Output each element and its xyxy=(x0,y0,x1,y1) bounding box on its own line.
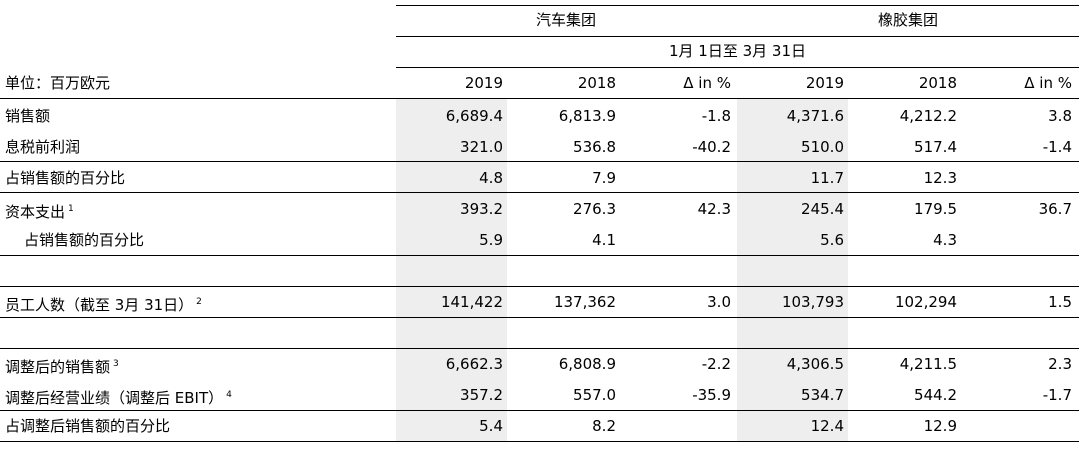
row-ebit-margin-rubber-2018: 12.3 xyxy=(923,169,957,187)
period-title: 1月 1日至 3月 31日 xyxy=(668,42,807,60)
row-adj-margin-label: 占调整后销售额的百分比 xyxy=(5,417,171,435)
row-employees-rubber-delta: 1.5 xyxy=(1048,293,1072,311)
row-ebit-margin-auto-2019: 4.8 xyxy=(479,169,503,187)
row-adj-sales-label: 调整后的销售额 3 xyxy=(5,358,119,376)
row-adj-sales-auto-2018: 6,808.9 xyxy=(558,355,616,373)
row-ebit-auto-delta: -40.2 xyxy=(692,138,731,156)
row-capex-rubber-delta: 36.7 xyxy=(1038,200,1072,218)
row-ebit-rubber-2018: 517.4 xyxy=(914,138,957,156)
row-ebit-margin-auto-2018: 7.9 xyxy=(592,169,616,187)
row-adj-ebit-auto-2019: 357.2 xyxy=(460,386,503,404)
row-adj-ebit-auto-2018: 557.0 xyxy=(573,386,616,404)
row-adj-sales-auto-delta: -2.2 xyxy=(701,355,731,373)
line-header-bottom xyxy=(0,98,1079,99)
row-capex-ratio-rubber-2019: 5.6 xyxy=(820,231,844,249)
row-adj-margin-rubber-2019: 12.4 xyxy=(810,417,844,435)
row-capex-ratio-label: 占销售额的百分比 xyxy=(24,231,145,249)
row-ebit-label: 息税前利润 xyxy=(5,138,81,156)
row-ebit-rubber-2019: 510.0 xyxy=(801,138,844,156)
row-ebit-auto-2018: 536.8 xyxy=(573,138,616,156)
col-auto-2018: 2018 xyxy=(577,74,616,92)
row-adj-ebit-rubber-2018: 544.2 xyxy=(914,386,957,404)
shade-auto-2019 xyxy=(396,99,507,442)
line-after-row-5 xyxy=(0,255,1079,256)
header-line-period xyxy=(396,36,1079,37)
row-adj-margin-auto-2019: 5.4 xyxy=(479,417,503,435)
row-ebit-margin-rubber-2019: 11.7 xyxy=(810,169,844,187)
row-employees-auto-delta: 3.0 xyxy=(707,293,731,311)
line-after-employees xyxy=(0,317,1079,318)
row-adj-ebit-rubber-delta: -1.7 xyxy=(1042,386,1072,404)
line-before-employees xyxy=(0,286,1079,287)
row-sales-auto-2019: 6,689.4 xyxy=(445,107,503,125)
row-sales-rubber-2018: 4,212.2 xyxy=(899,107,957,125)
row-sales-label: 销售额 xyxy=(5,107,51,125)
row-adj-sales-rubber-2018: 4,211.5 xyxy=(899,355,957,373)
row-capex-ratio-rubber-2018: 4.3 xyxy=(933,231,957,249)
row-capex-auto-delta: 42.3 xyxy=(697,200,731,218)
line-bottom xyxy=(0,441,1079,442)
footnote-marker: 1 xyxy=(68,204,74,214)
row-employees-auto-2019: 141,422 xyxy=(440,293,503,311)
header-line-top xyxy=(396,5,1079,6)
row-adj-margin-rubber-2018: 12.9 xyxy=(923,417,957,435)
line-after-row-3 xyxy=(0,192,1079,193)
col-rubber-delta: Δ in % xyxy=(1024,74,1072,92)
row-sales-auto-2018: 6,813.9 xyxy=(558,107,616,125)
footnote-marker: 2 xyxy=(196,297,202,307)
row-capex-label: 资本支出 1 xyxy=(5,203,74,221)
unit-label: 单位：百万欧元 xyxy=(5,74,111,92)
row-adj-ebit-rubber-2019: 534.7 xyxy=(801,386,844,404)
footnote-marker: 3 xyxy=(113,359,119,369)
header-line-cols xyxy=(396,67,1079,68)
row-adj-sales-auto-2019: 6,662.3 xyxy=(445,355,503,373)
row-employees-rubber-2018: 102,294 xyxy=(894,293,957,311)
col-auto-2019: 2019 xyxy=(464,74,503,92)
row-employees-rubber-2019: 103,793 xyxy=(781,293,844,311)
row-ebit-rubber-delta: -1.4 xyxy=(1042,138,1072,156)
col-rubber-2019: 2019 xyxy=(805,74,844,92)
row-employees-auto-2018: 137,362 xyxy=(553,293,616,311)
row-capex-rubber-2019: 245.4 xyxy=(801,200,844,218)
line-after-adj-ebit xyxy=(0,410,1079,411)
row-capex-ratio-auto-2019: 5.9 xyxy=(479,231,503,249)
row-adj-sales-rubber-2019: 4,306.5 xyxy=(786,355,844,373)
col-rubber-2018: 2018 xyxy=(918,74,957,92)
row-adj-ebit-auto-delta: -35.9 xyxy=(692,386,731,404)
row-capex-auto-2019: 393.2 xyxy=(460,200,503,218)
row-adj-sales-rubber-delta: 2.3 xyxy=(1048,355,1072,373)
row-capex-ratio-auto-2018: 4.1 xyxy=(592,231,616,249)
row-sales-rubber-delta: 3.8 xyxy=(1048,107,1072,125)
col-auto-delta: Δ in % xyxy=(683,74,731,92)
group-rubber-title: 橡胶集团 xyxy=(877,11,938,29)
row-adj-ebit-label: 调整后经营业绩（调整后 EBIT） 4 xyxy=(5,389,232,407)
row-capex-auto-2018: 276.3 xyxy=(573,200,616,218)
row-adj-margin-auto-2018: 8.2 xyxy=(592,417,616,435)
group-auto-title: 汽车集团 xyxy=(535,11,596,29)
line-after-row-2 xyxy=(0,161,1079,162)
shade-rubber-2019 xyxy=(737,99,848,442)
row-sales-auto-delta: -1.8 xyxy=(701,107,731,125)
row-ebit-auto-2019: 321.0 xyxy=(460,138,503,156)
line-before-adjusted xyxy=(0,348,1079,349)
footnote-marker: 4 xyxy=(226,390,232,400)
row-capex-rubber-2018: 179.5 xyxy=(914,200,957,218)
row-ebit-margin-label: 占销售额的百分比 xyxy=(5,169,126,187)
row-employees-label: 员工人数（截至 3月 31日） 2 xyxy=(5,296,202,314)
row-sales-rubber-2019: 4,371.6 xyxy=(786,107,844,125)
